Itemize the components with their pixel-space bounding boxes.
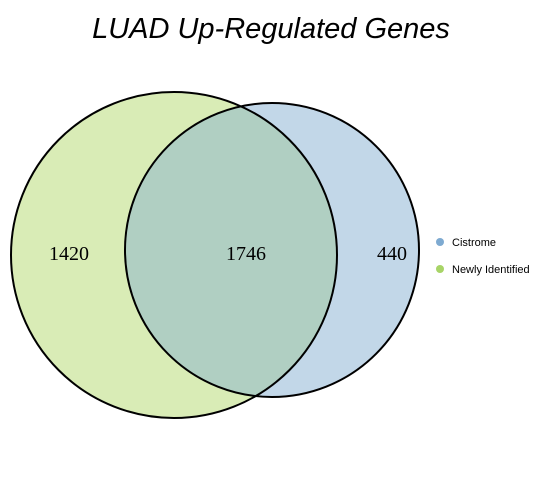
newly-identified-only-count: 1420 (49, 243, 89, 265)
cistrome-only-count: 440 (377, 243, 407, 265)
newly-identified-outline (10, 91, 338, 419)
legend-label-newly-identified: Newly Identified (452, 264, 530, 276)
legend-item-cistrome: Cistrome (436, 237, 496, 249)
cistrome-outline (124, 102, 420, 398)
legend-item-newly-identified: Newly Identified (436, 264, 530, 276)
diagram-title: LUAD Up-Regulated Genes (92, 13, 450, 45)
legend: Cistrome Newly Identified (436, 237, 530, 276)
legend-swatch-cistrome (436, 238, 444, 246)
intersection-count: 1746 (226, 243, 266, 265)
intersection-region (125, 103, 337, 397)
legend-swatch-newly-identified (436, 265, 444, 273)
legend-label-cistrome: Cistrome (452, 237, 496, 249)
